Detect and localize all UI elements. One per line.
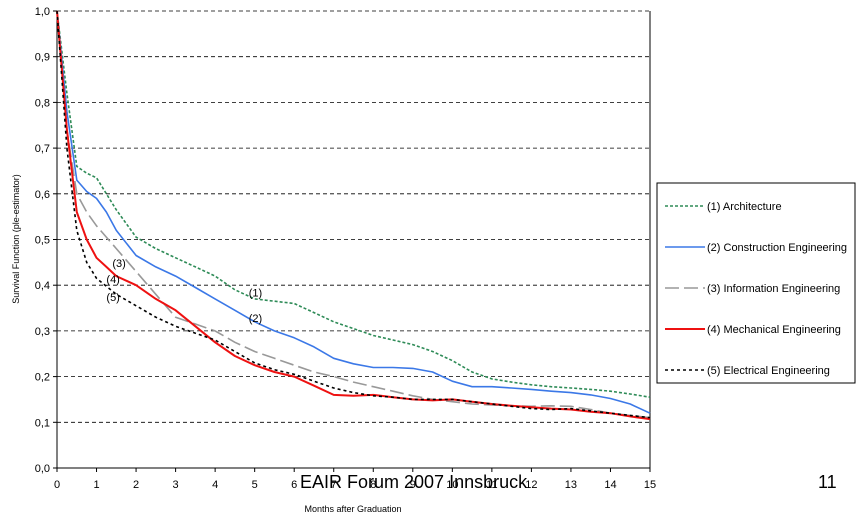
x-tick-label: 4 — [212, 479, 218, 491]
x-tick-label: 10 — [446, 479, 458, 491]
legend-label-1: (1) Architecture — [707, 201, 782, 213]
x-tick-label: 14 — [604, 479, 616, 491]
x-tick-label: 3 — [173, 479, 179, 491]
series-annotation: (2) — [249, 313, 262, 325]
series-annotation: (5) — [106, 292, 119, 304]
x-tick-label: 0 — [54, 479, 60, 491]
y-tick-label: 1,0 — [35, 6, 50, 18]
legend-label-3: (3) Information Engineering — [707, 283, 840, 295]
series-line-4 — [56, 10, 651, 421]
legend-box — [656, 182, 856, 384]
series-line-3 — [56, 10, 651, 419]
y-tick-label: 0,6 — [35, 189, 50, 201]
y-tick-label: 0,0 — [35, 463, 50, 475]
x-tick-label: 8 — [370, 479, 376, 491]
x-tick-label: 12 — [525, 479, 537, 491]
gridlines — [57, 10, 650, 423]
x-tick-label: 7 — [331, 479, 337, 491]
x-tick-label: 11 — [486, 479, 497, 491]
y-tick-label: 0,5 — [35, 235, 50, 247]
x-axis-title: Months after Graduation — [304, 504, 401, 514]
legend-label-5: (5) Electrical Engineering — [707, 365, 830, 377]
series-annotation: (3) — [112, 258, 125, 270]
y-tick-label: 0,7 — [35, 143, 50, 155]
x-tick-label: 6 — [291, 479, 297, 491]
series-line-1 — [56, 10, 651, 398]
x-tick-label: 15 — [644, 479, 656, 491]
x-tick-label: 9 — [410, 479, 416, 491]
legend: (1) Architecture (2) Construction Enginee… — [656, 182, 856, 384]
series-annotation: (4) — [106, 274, 119, 286]
x-tick-label: 1 — [93, 479, 99, 491]
series-annotations: (1) (2) (3) (4) (5) — [106, 258, 262, 325]
y-tick-label: 0,4 — [35, 280, 50, 292]
page-number: 11 — [818, 472, 837, 492]
y-tick-label: 0,1 — [35, 417, 50, 429]
legend-label-2: (2) Construction Engineering — [707, 242, 847, 254]
y-axis-title: Survival Function (ple-estimator) — [11, 174, 21, 304]
x-tick-label: 5 — [252, 479, 258, 491]
y-tick-labels: 0,0 0,1 0,2 0,3 0,4 0,5 0,6 0,7 0,8 0,9 1,0 — [35, 6, 57, 475]
y-tick-label: 0,9 — [35, 52, 50, 64]
series-line-5 — [56, 10, 651, 419]
footer-text: EAIR Forum 2007 Innsbruck — [300, 472, 528, 492]
series-line-2 — [56, 10, 651, 414]
series-lines — [56, 10, 651, 421]
x-tick-label: 2 — [133, 479, 139, 491]
x-tick-label: 13 — [565, 479, 577, 491]
y-tick-label: 0,2 — [35, 372, 50, 384]
y-tick-label: 0,8 — [35, 97, 50, 109]
series-annotation: (1) — [249, 288, 262, 300]
x-tick-labels: 0 1 2 3 4 5 6 7 8 9 10 11 12 13 14 15 — [54, 468, 656, 491]
y-tick-label: 0,3 — [35, 326, 50, 338]
legend-label-4: (4) Mechanical Engineering — [707, 324, 841, 336]
